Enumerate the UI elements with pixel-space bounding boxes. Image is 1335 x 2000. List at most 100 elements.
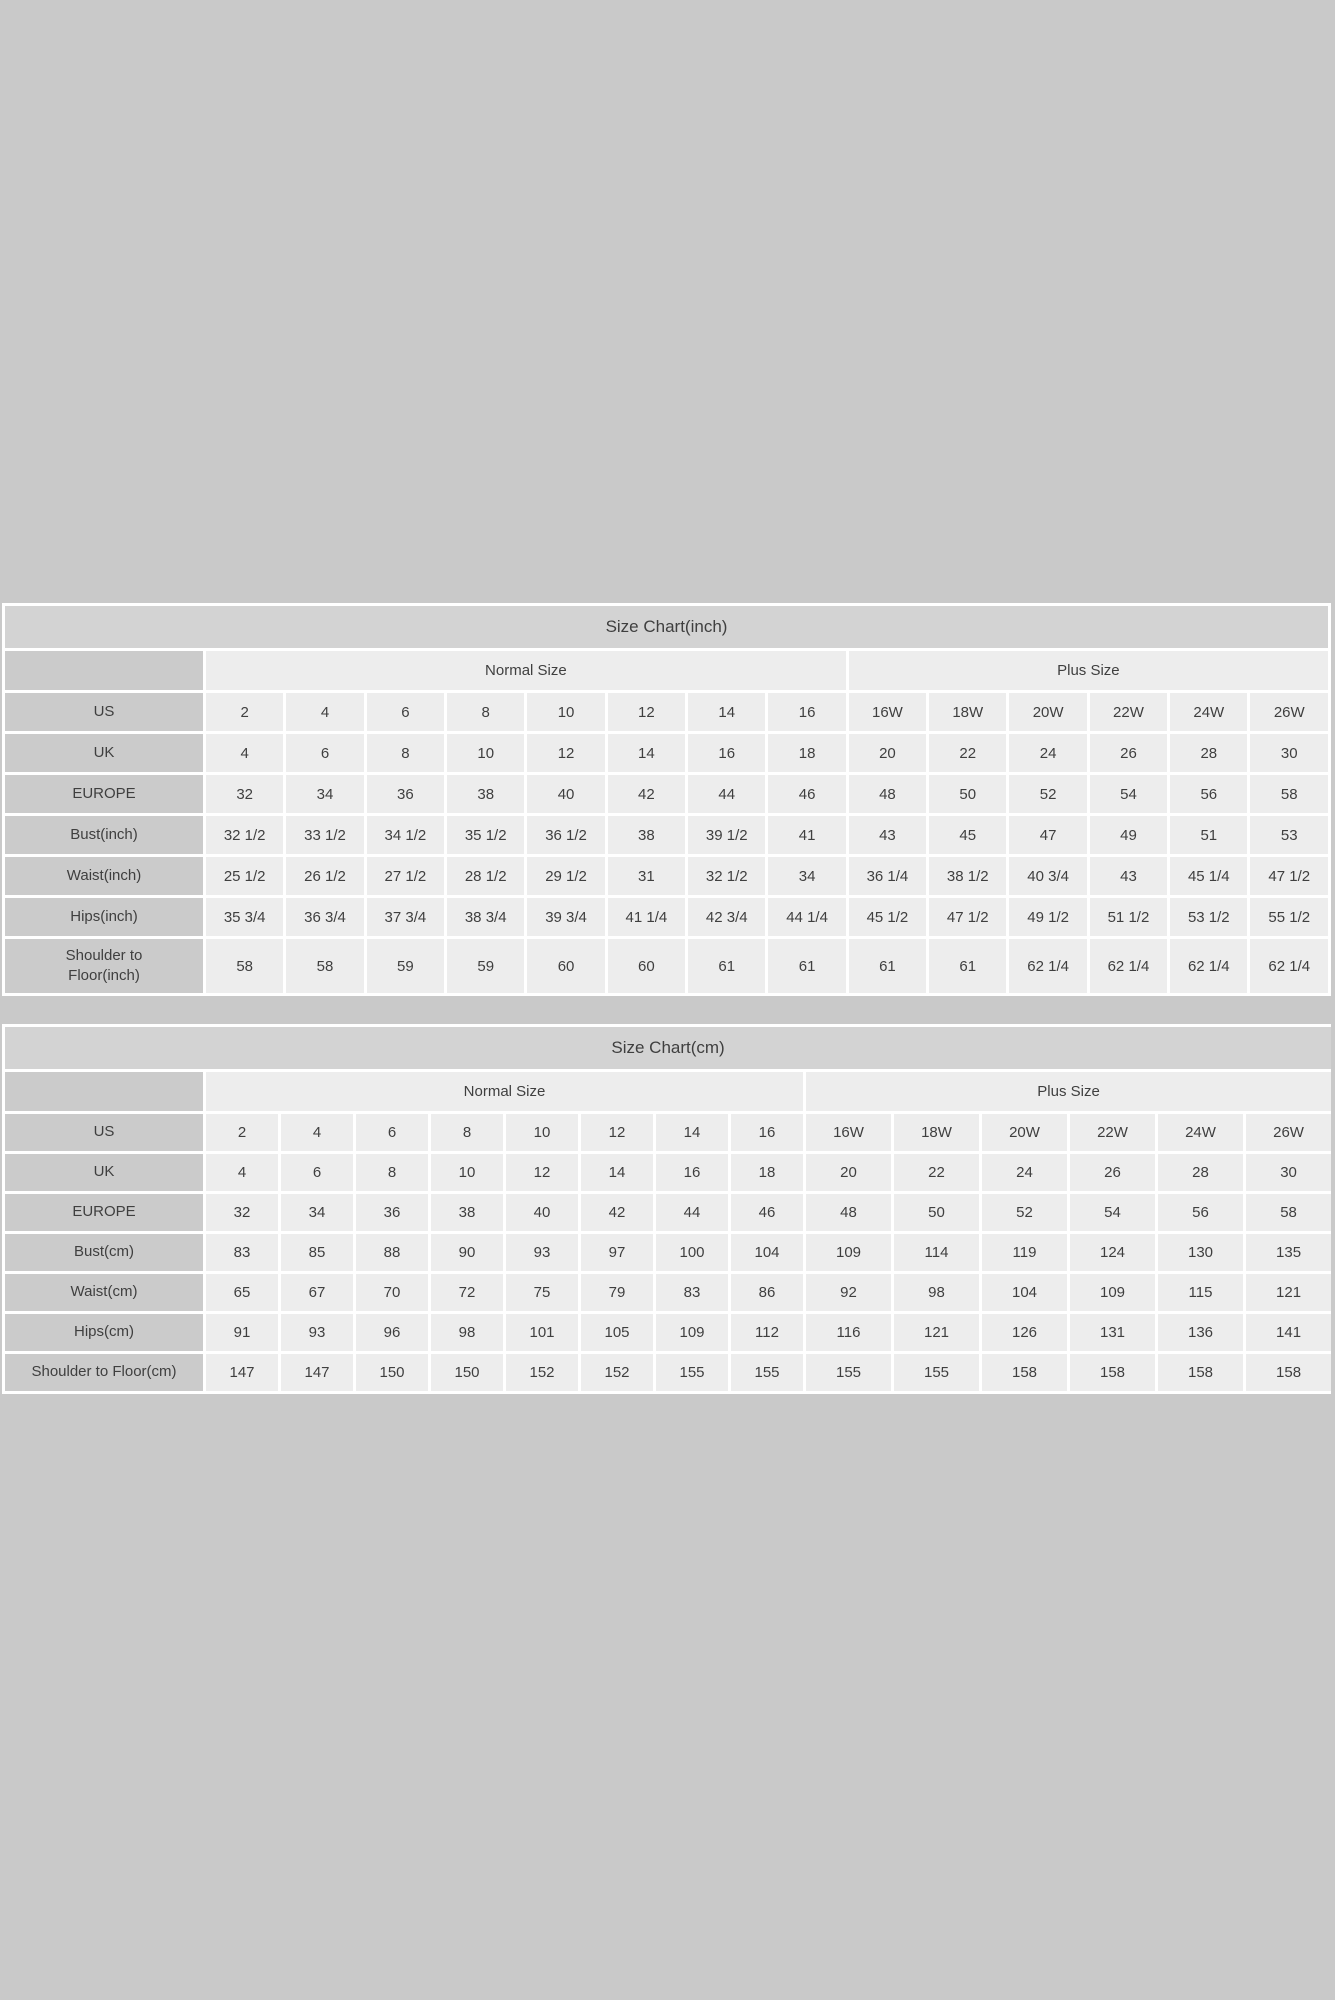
size-value-cell: 59 [447,939,525,993]
corner-cell [5,1072,203,1111]
size-value-cell: 12 [581,1114,653,1151]
size-value-cell: 109 [656,1314,728,1351]
size-value-cell: 51 1/2 [1089,898,1168,936]
size-value-cell: 18 [768,734,846,772]
size-value-cell: 45 1/4 [1170,857,1248,895]
size-value-cell: 152 [506,1354,578,1391]
size-value-cell: 26W [1246,1114,1332,1151]
size-value-cell: 109 [1070,1274,1155,1311]
size-value-cell: 20 [806,1154,891,1191]
size-value-cell: 58 [206,939,284,993]
size-value-cell: 155 [656,1354,728,1391]
size-value-cell: 6 [366,693,445,731]
size-value-cell: 22W [1070,1114,1155,1151]
size-value-cell: 158 [982,1354,1067,1391]
size-value-cell: 6 [281,1154,353,1191]
row-label: Waist(inch) [5,857,203,895]
size-value-cell: 14 [607,734,686,772]
size-value-cell: 10 [506,1114,578,1151]
size-value-cell: 46 [731,1194,803,1231]
table-row: Bust(inch) 32 1/2 33 1/2 34 1/2 35 1/2 36 1/2… [5,816,1328,854]
title-row: Size Chart(inch) [5,606,1328,648]
size-value-cell: 104 [982,1274,1067,1311]
size-value-cell: 47 1/2 [1250,857,1328,895]
size-value-cell: 105 [581,1314,653,1351]
row-label: Bust(inch) [5,816,203,854]
size-value-cell: 97 [581,1234,653,1271]
size-value-cell: 158 [1158,1354,1243,1391]
size-value-cell: 24W [1170,693,1248,731]
size-value-cell: 8 [447,693,525,731]
size-value-cell: 22 [894,1154,979,1191]
size-value-cell: 26 [1070,1154,1155,1191]
size-value-cell: 36 [356,1194,428,1231]
row-label: Bust(cm) [5,1234,203,1271]
size-value-cell: 135 [1246,1234,1332,1271]
size-value-cell: 39 1/2 [688,816,766,854]
plus-size-header: Plus Size [848,651,1328,690]
size-value-cell: 121 [894,1314,979,1351]
size-value-cell: 24W [1158,1114,1243,1151]
size-value-cell: 34 [286,775,364,813]
size-value-cell: 34 1/2 [366,816,445,854]
size-value-cell: 115 [1158,1274,1243,1311]
size-value-cell: 30 [1246,1154,1332,1191]
table-row: Waist(cm) 65 67 70 72 75 79 83 86 92 98 104 109 115 12… [5,1274,1332,1311]
size-value-cell: 40 3/4 [1009,857,1087,895]
size-value-cell: 40 [506,1194,578,1231]
normal-size-header: Normal Size [206,1072,803,1111]
size-value-cell: 6 [286,734,364,772]
size-value-cell: 79 [581,1274,653,1311]
size-value-cell: 20 [848,734,927,772]
size-value-cell: 20W [982,1114,1067,1151]
size-value-cell: 41 1/4 [607,898,686,936]
size-value-cell: 44 1/4 [768,898,846,936]
size-value-cell: 38 [607,816,686,854]
size-value-cell: 58 [1246,1194,1332,1231]
size-value-cell: 42 [607,775,686,813]
row-label: US [5,693,203,731]
row-label: EUROPE [5,775,203,813]
row-label: Hips(inch) [5,898,203,936]
row-label: US [5,1114,203,1151]
size-value-cell: 114 [894,1234,979,1271]
size-value-cell: 58 [286,939,364,993]
size-value-cell: 14 [581,1154,653,1191]
size-value-cell: 4 [206,734,284,772]
size-value-cell: 98 [431,1314,503,1351]
size-value-cell: 130 [1158,1234,1243,1271]
size-value-cell: 4 [206,1154,278,1191]
size-value-cell: 10 [431,1154,503,1191]
size-value-cell: 28 [1170,734,1248,772]
size-value-cell: 16 [688,734,766,772]
size-value-cell: 16W [848,693,927,731]
size-value-cell: 30 [1250,734,1328,772]
size-value-cell: 18 [731,1154,803,1191]
size-value-cell: 59 [366,939,445,993]
size-value-cell: 88 [356,1234,428,1271]
size-value-cell: 18W [929,693,1007,731]
size-value-cell: 155 [894,1354,979,1391]
size-value-cell: 62 1/4 [1250,939,1328,993]
size-value-cell: 48 [848,775,927,813]
size-value-cell: 28 [1158,1154,1243,1191]
size-value-cell: 24 [1009,734,1087,772]
size-value-cell: 4 [281,1114,353,1151]
size-value-cell: 33 1/2 [286,816,364,854]
table-body: US 2 4 6 8 10 12 14 16 16W 18W 20W 22W 24W 26W UK 4 6 8 10 1… [5,1114,1332,1391]
size-value-cell: 16 [768,693,846,731]
size-value-cell: 39 3/4 [527,898,605,936]
size-value-cell: 62 1/4 [1009,939,1087,993]
size-value-cell: 16 [731,1114,803,1151]
size-value-cell: 109 [806,1234,891,1271]
size-value-cell: 85 [281,1234,353,1271]
size-chart-inch-table: Size Chart(inch) Normal Size Plus Size U… [2,603,1331,996]
size-chart-cm-panel: Size Chart(cm) Normal Size Plus Size US 2… [2,1024,1332,1394]
size-value-cell: 12 [506,1154,578,1191]
size-value-cell: 121 [1246,1274,1332,1311]
size-value-cell: 38 1/2 [929,857,1007,895]
size-value-cell: 119 [982,1234,1067,1271]
size-value-cell: 152 [581,1354,653,1391]
size-value-cell: 32 1/2 [206,816,284,854]
